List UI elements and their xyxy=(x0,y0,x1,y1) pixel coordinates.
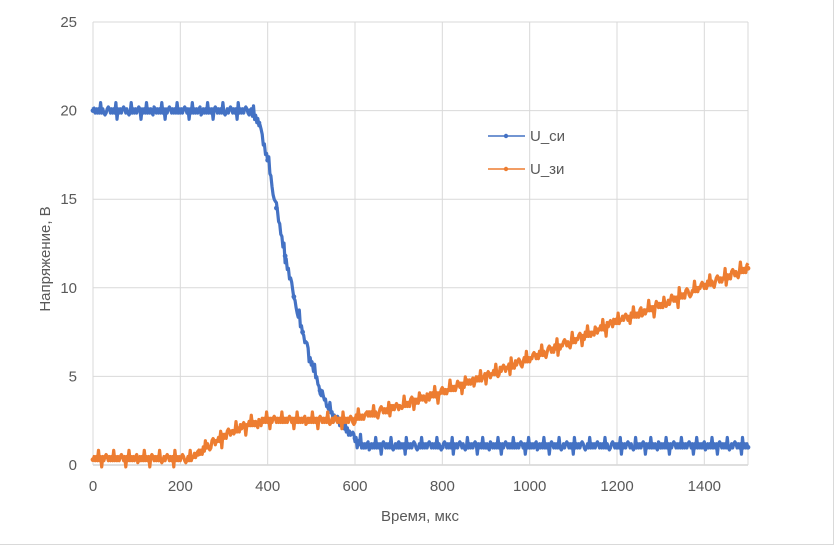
data-point xyxy=(527,444,533,450)
data-point xyxy=(212,439,218,445)
data-point xyxy=(335,418,340,424)
data-point xyxy=(282,253,288,259)
data-point xyxy=(308,418,314,424)
x-tick-label: 800 xyxy=(430,478,455,495)
data-point xyxy=(265,418,271,424)
data-point xyxy=(291,294,297,300)
series-layer xyxy=(90,101,751,469)
x-tick-label: 200 xyxy=(168,478,193,495)
data-point xyxy=(658,444,664,450)
x-tick-label: 400 xyxy=(255,478,280,495)
data-point xyxy=(317,388,323,393)
data-point xyxy=(300,329,305,335)
data-point xyxy=(396,404,402,409)
series-line xyxy=(91,260,750,469)
data-point xyxy=(90,108,96,113)
series-line xyxy=(91,101,750,456)
data-point xyxy=(658,303,664,308)
y-tick-label: 15 xyxy=(60,191,77,208)
y-axis-title: Напряжение, В xyxy=(37,206,54,311)
data-point xyxy=(343,427,349,432)
data-point xyxy=(483,444,489,450)
data-point xyxy=(90,457,96,463)
data-point xyxy=(221,434,227,440)
legend-marker-u-zi xyxy=(503,166,509,172)
y-tick-label: 0 xyxy=(69,457,77,474)
data-point xyxy=(614,319,620,324)
series-u-zi xyxy=(90,260,751,469)
legend-marker-u-si xyxy=(503,133,509,139)
data-point xyxy=(195,451,201,457)
data-point xyxy=(439,389,445,395)
data-point xyxy=(570,444,576,450)
data-point xyxy=(439,444,445,450)
data-point xyxy=(247,108,253,113)
data-point xyxy=(361,444,367,450)
data-point xyxy=(230,428,236,434)
grid xyxy=(92,21,749,466)
x-tick-label: 1200 xyxy=(600,478,633,495)
data-point xyxy=(352,416,358,422)
y-tick-label: 10 xyxy=(60,280,77,297)
data-point xyxy=(265,157,271,163)
data-point xyxy=(352,436,358,441)
y-tick-label: 25 xyxy=(60,14,77,31)
data-point xyxy=(570,338,576,344)
legend: U_си U_зи xyxy=(488,128,565,178)
legend-label-u-zi: U_зи xyxy=(530,161,564,178)
data-point xyxy=(745,444,751,450)
data-point xyxy=(247,421,253,427)
x-tick-label: 600 xyxy=(342,478,367,495)
data-point xyxy=(614,444,620,450)
data-point xyxy=(701,283,707,289)
data-point xyxy=(256,120,262,126)
data-point xyxy=(308,359,314,365)
legend-label-u-si: U_си xyxy=(530,128,565,145)
data-point xyxy=(186,457,192,463)
x-axis-title: Время, мкс xyxy=(381,508,460,525)
data-point xyxy=(745,265,751,271)
y-tick-label: 20 xyxy=(60,103,77,120)
data-point xyxy=(326,405,332,411)
data-point xyxy=(483,374,489,379)
x-tick-label: 1400 xyxy=(688,478,721,495)
data-point xyxy=(274,205,279,211)
series-u-si xyxy=(90,101,751,456)
tick-labels: 0 5 10 15 20 25 0 200 400 600 800 1000 1200 1400 xyxy=(60,14,721,495)
data-point xyxy=(256,420,262,425)
data-point xyxy=(396,444,402,450)
data-point xyxy=(204,444,209,450)
data-point xyxy=(239,425,244,431)
legend-entry-u-zi: U_зи xyxy=(488,161,564,178)
data-point xyxy=(701,444,707,450)
data-point xyxy=(527,356,533,362)
x-tick-label: 0 xyxy=(89,478,97,495)
x-tick-label: 1000 xyxy=(513,478,546,495)
legend-entry-u-si: U_си xyxy=(488,128,565,145)
y-tick-label: 5 xyxy=(69,368,77,385)
